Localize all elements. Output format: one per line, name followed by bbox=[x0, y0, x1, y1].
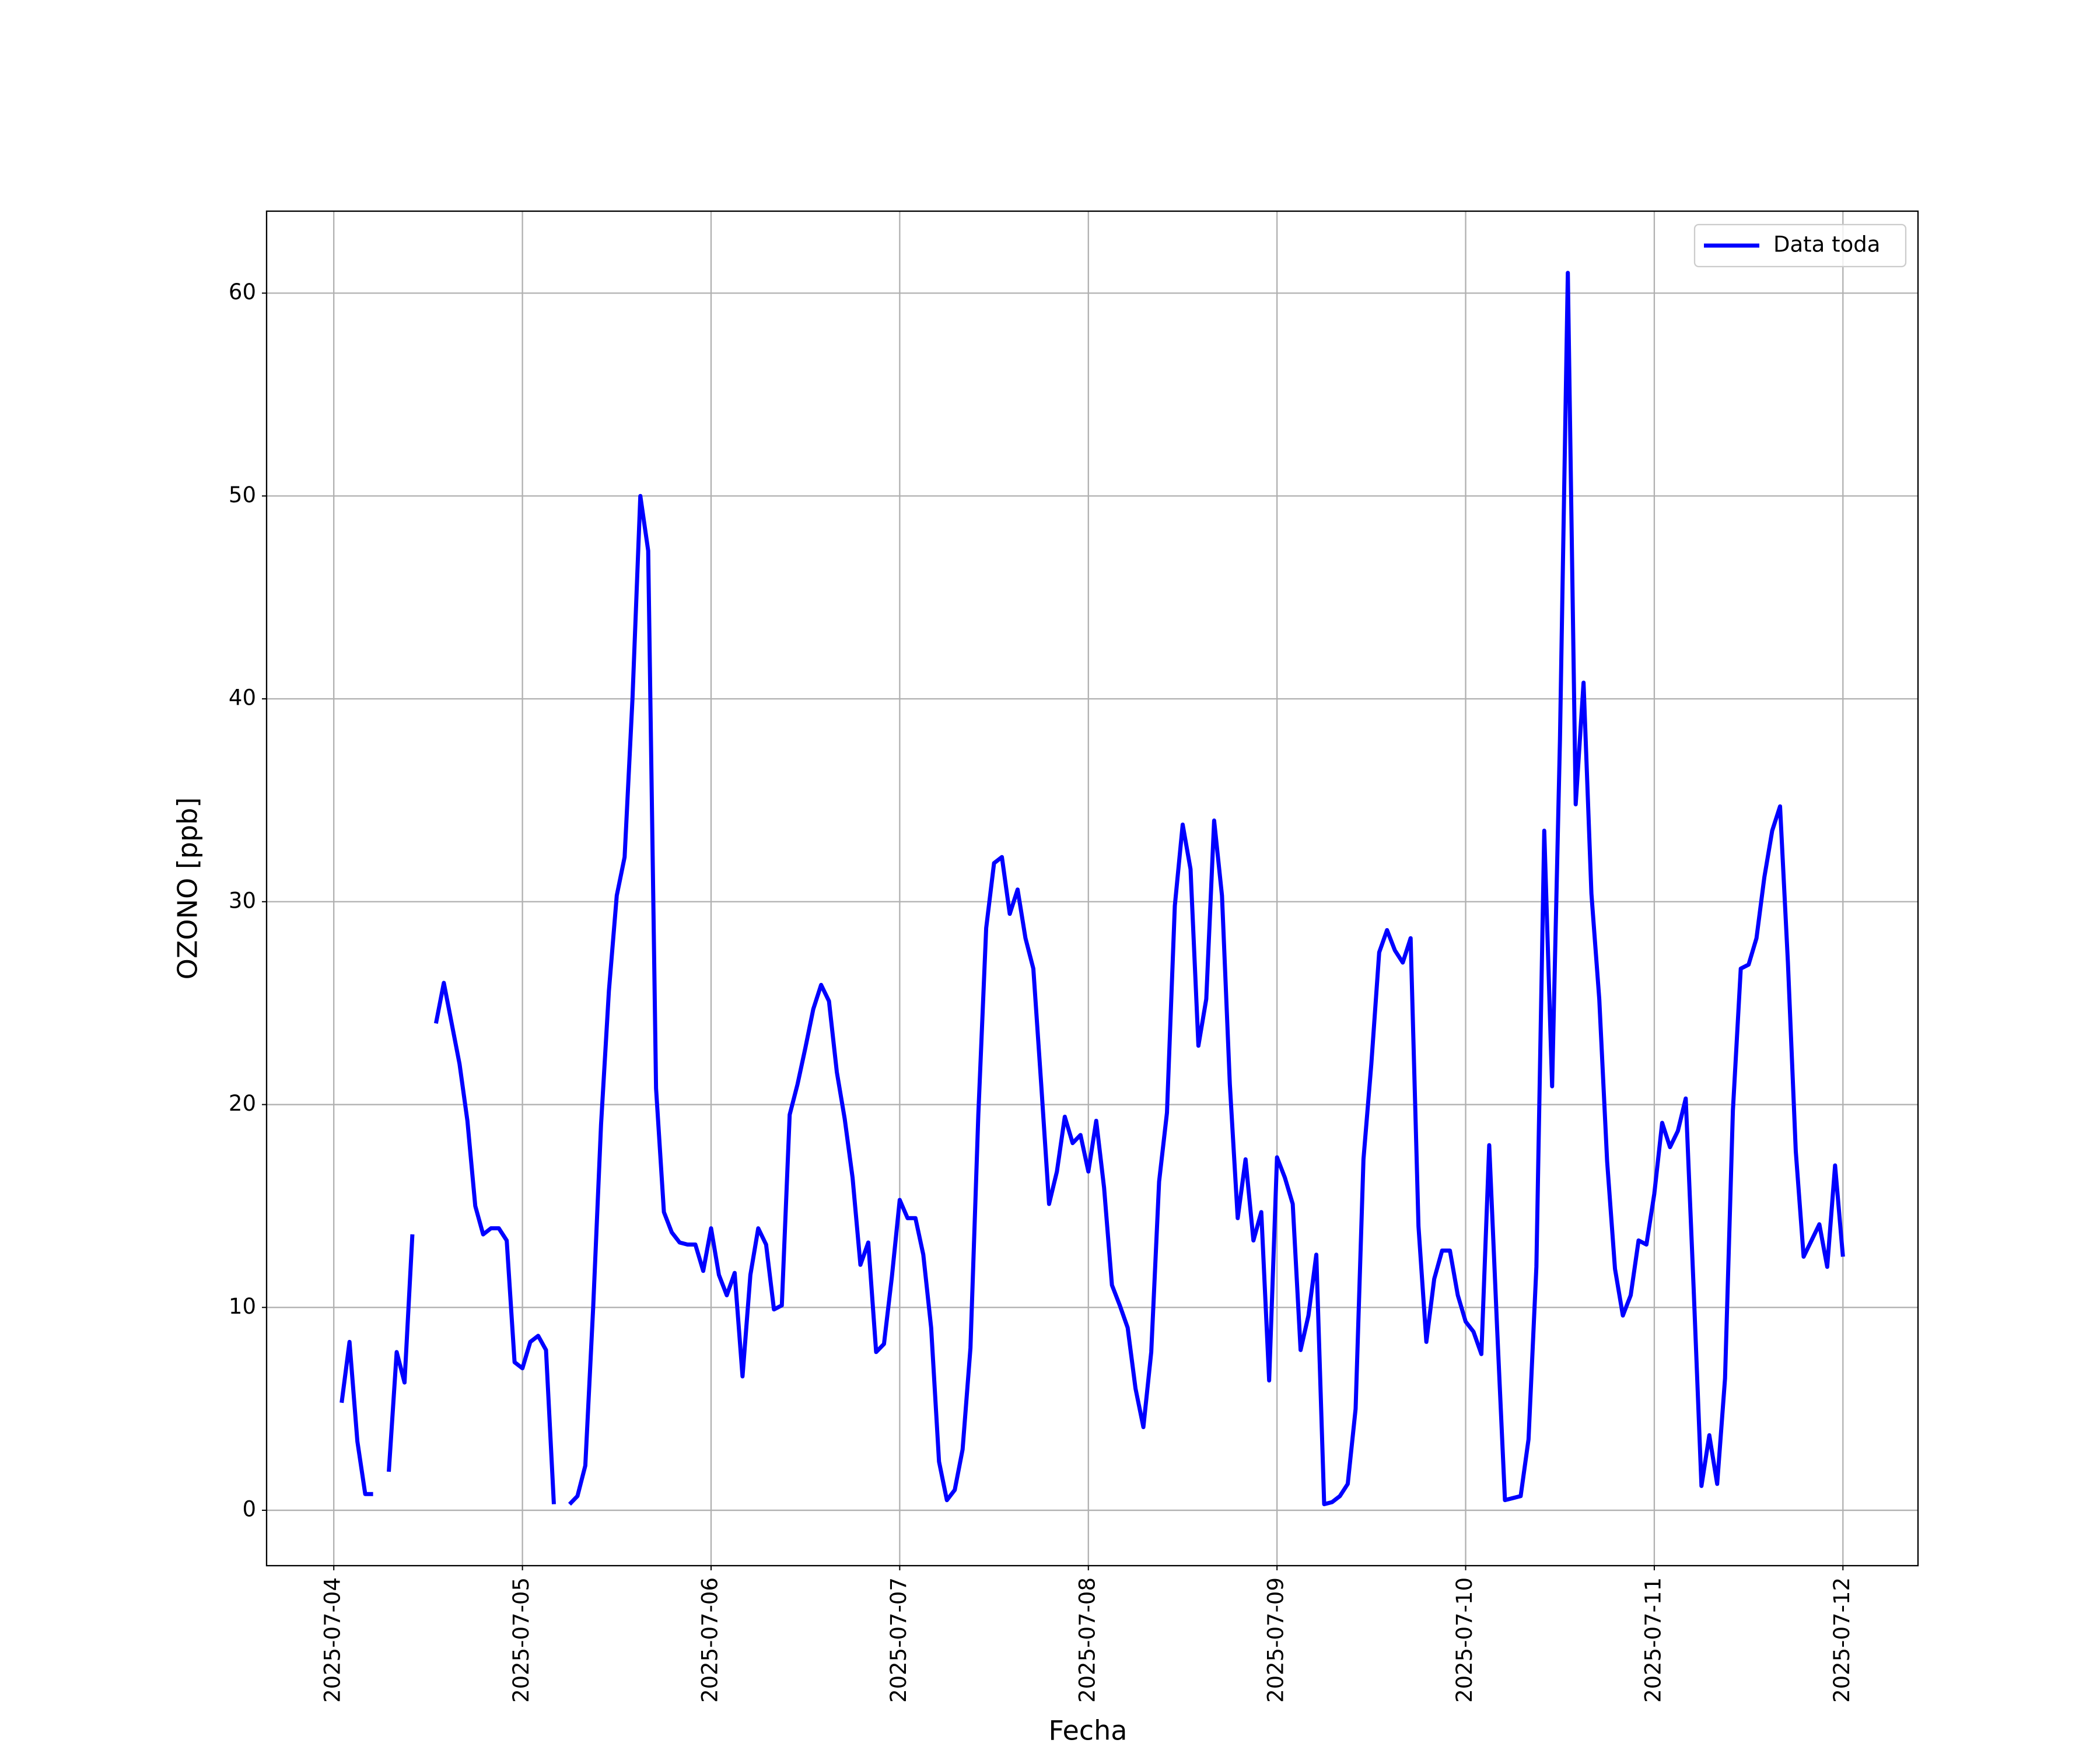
x-tick-label: 2025-07-06 bbox=[697, 1577, 722, 1703]
y-tick-label: 40 bbox=[229, 685, 256, 710]
x-tick-label: 2025-07-12 bbox=[1829, 1577, 1854, 1703]
y-tick-label: 0 bbox=[242, 1497, 256, 1522]
x-tick-label: 2025-07-09 bbox=[1264, 1577, 1289, 1703]
y-tick-label: 30 bbox=[229, 888, 256, 913]
legend-label: Data toda bbox=[1773, 232, 1880, 257]
x-tick-label: 2025-07-08 bbox=[1074, 1577, 1100, 1703]
y-tick-label: 60 bbox=[229, 279, 256, 304]
y-tick-label: 50 bbox=[229, 482, 256, 508]
y-axis-label: OZONO [ppb] bbox=[172, 797, 204, 980]
plot-frame bbox=[265, 210, 1919, 1567]
data-line bbox=[340, 271, 1845, 1507]
x-tick-label: 2025-07-11 bbox=[1640, 1577, 1665, 1703]
x-tick-label: 2025-07-10 bbox=[1452, 1577, 1477, 1703]
x-axis-label: Fecha bbox=[1049, 1715, 1128, 1746]
y-tick-label: 10 bbox=[229, 1294, 256, 1319]
x-tick-label: 2025-07-05 bbox=[509, 1577, 534, 1703]
x-tick-label: 2025-07-04 bbox=[320, 1577, 345, 1703]
legend-box bbox=[1693, 223, 1907, 268]
y-tick-label: 20 bbox=[229, 1091, 256, 1116]
x-tick-label: 2025-07-07 bbox=[886, 1577, 911, 1703]
